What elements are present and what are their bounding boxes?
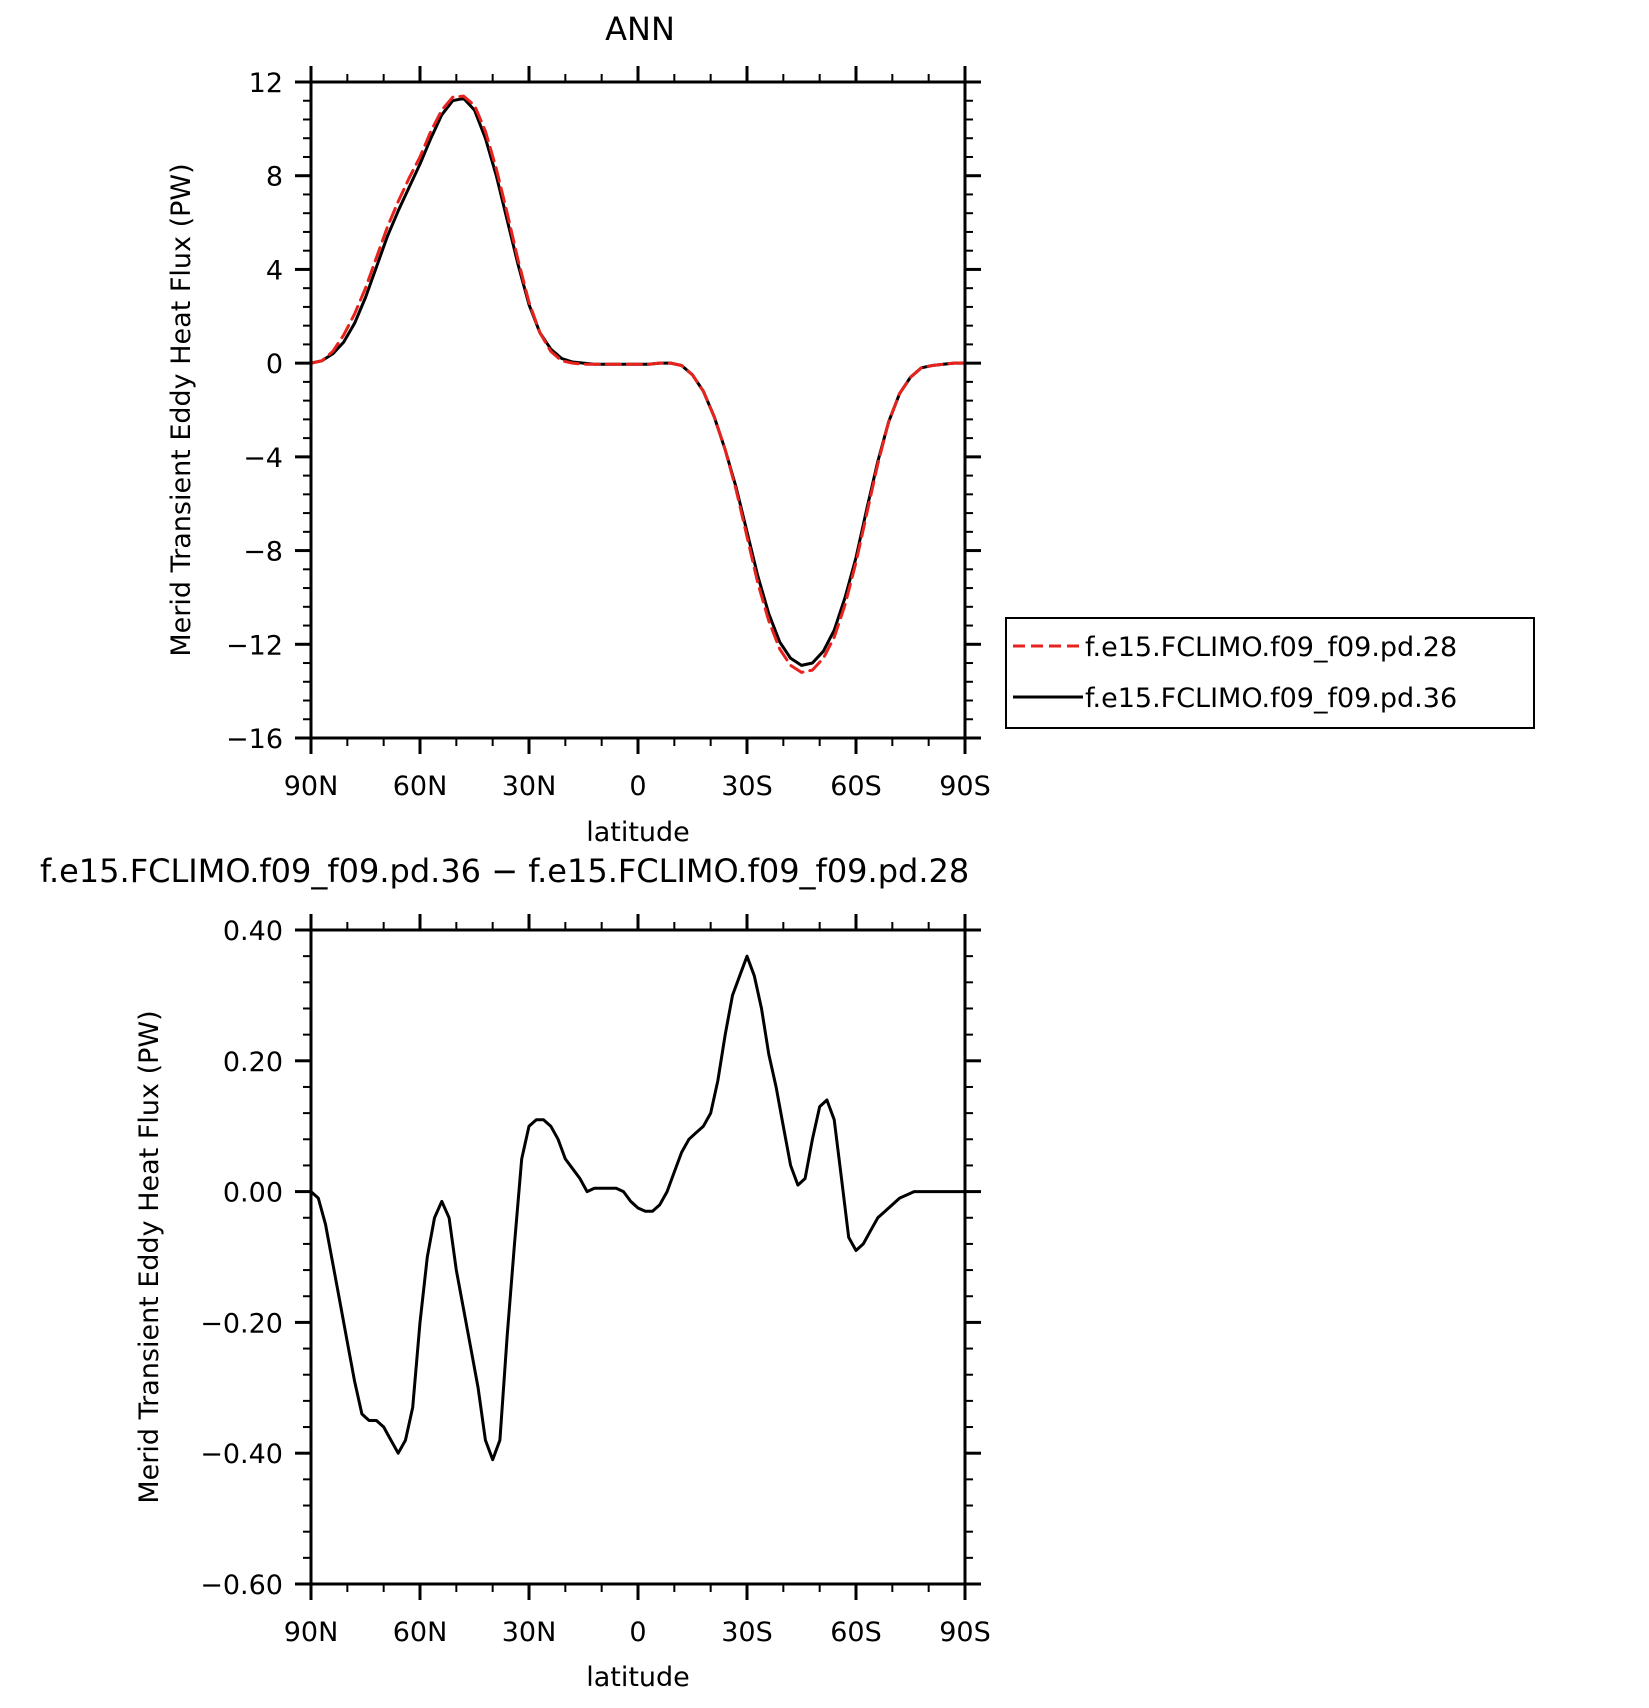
x-tick-label: 60N <box>393 1617 448 1648</box>
x-tick-label: 30S <box>721 1617 773 1648</box>
y-tick-label: 0.20 <box>223 1047 283 1078</box>
x-tick-label: 90N <box>284 771 339 802</box>
legend-label-pd36: f.e15.FCLIMO.f09_f09.pd.36 <box>1085 683 1457 714</box>
top-plot-frame <box>309 80 967 740</box>
x-tick-label: 0 <box>629 1617 646 1648</box>
x-tick-label: 90N <box>284 1617 339 1648</box>
x-tick-label: 30N <box>502 771 557 802</box>
y-tick-label: 0.00 <box>223 1178 283 1209</box>
y-tick-label: −0.20 <box>200 1308 283 1339</box>
top-x-axis-label: latitude <box>586 817 690 848</box>
top-x-tick-labels: 90N 60N 30N 0 30S 60S 90S <box>284 771 991 802</box>
legend-label-pd28: f.e15.FCLIMO.f09_f09.pd.28 <box>1085 632 1457 663</box>
bottom-panel: f.e15.FCLIMO.f09_f09.pd.36 − f.e15.FCLIM… <box>40 852 991 1693</box>
difference-line <box>309 954 967 1462</box>
series-line-pd28 <box>309 94 967 674</box>
bottom-x-tick-labels: 90N 60N 30N 0 30S 60S 90S <box>284 1617 991 1648</box>
y-tick-label: 0 <box>266 349 283 380</box>
x-tick-label: 30S <box>721 771 773 802</box>
top-chart-title: ANN <box>605 10 675 48</box>
bottom-series-lines <box>309 954 967 1462</box>
bottom-y-tick-labels: 0.40 0.20 0.00 −0.20 −0.40 −0.60 <box>200 916 283 1601</box>
x-tick-label: 60S <box>830 1617 882 1648</box>
y-tick-label: −16 <box>226 724 283 755</box>
y-tick-label: −8 <box>243 537 283 568</box>
top-series-lines <box>309 94 967 674</box>
x-tick-label: 0 <box>629 771 646 802</box>
top-legend: f.e15.FCLIMO.f09_f09.pd.28 f.e15.FCLIMO.… <box>1005 617 1535 729</box>
bottom-x-axis-label: latitude <box>586 1662 690 1693</box>
x-tick-label: 90S <box>939 1617 991 1648</box>
top-y-axis-label: Merid Transient Eddy Heat Flux (PW) <box>166 163 197 656</box>
y-tick-label: 0.40 <box>223 916 283 947</box>
y-tick-label: 4 <box>266 255 283 286</box>
y-tick-label: −0.40 <box>200 1439 283 1470</box>
y-tick-label: 12 <box>249 68 283 99</box>
x-tick-label: 90S <box>939 771 991 802</box>
y-tick-label: −12 <box>226 630 283 661</box>
x-tick-label: 60N <box>393 771 448 802</box>
bottom-y-axis-label: Merid Transient Eddy Heat Flux (PW) <box>134 1010 165 1503</box>
top-y-tick-labels: 12 8 4 0 −4 −8 −12 −16 <box>226 68 283 755</box>
x-tick-label: 30N <box>502 1617 557 1648</box>
bottom-chart-title: f.e15.FCLIMO.f09_f09.pd.36 − f.e15.FCLIM… <box>40 852 969 890</box>
bottom-plot-frame <box>309 928 967 1586</box>
y-tick-label: −0.60 <box>200 1570 283 1601</box>
y-tick-label: 8 <box>266 162 283 193</box>
legend-box <box>1005 617 1535 729</box>
y-tick-label: −4 <box>243 443 283 474</box>
x-tick-label: 60S <box>830 771 882 802</box>
